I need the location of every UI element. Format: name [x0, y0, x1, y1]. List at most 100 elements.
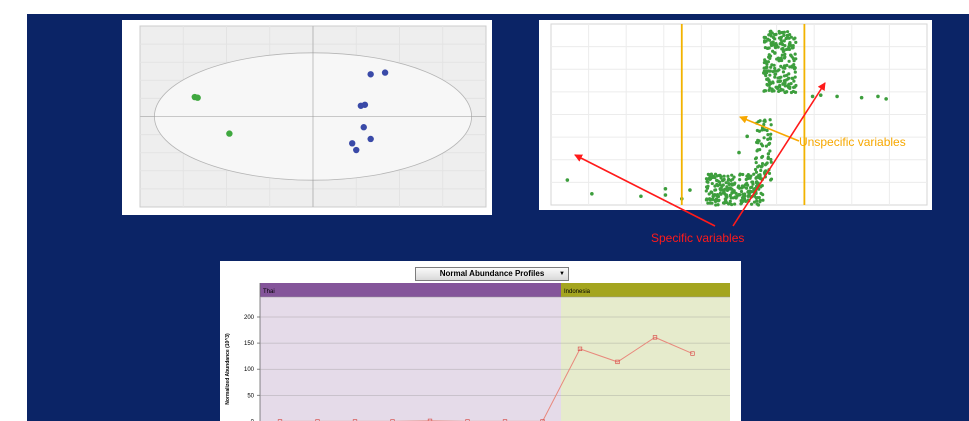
s-plot-point [710, 201, 714, 205]
s-plot-point [725, 186, 729, 191]
s-plot-point [786, 47, 791, 51]
s-plot-point [777, 36, 782, 40]
s-plot-point [755, 121, 759, 125]
s-plot-point [590, 191, 594, 196]
s-plot-point [782, 79, 786, 83]
group-label-thai: Thai [263, 289, 275, 295]
s-plot-point [758, 200, 762, 204]
s-plot-point [780, 30, 784, 35]
y-tick-label: 150 [244, 341, 255, 347]
s-plot-point [787, 36, 791, 40]
s-plot-point [710, 197, 715, 201]
s-plot-point [755, 202, 759, 206]
s-plot-point [755, 199, 759, 203]
s-plot-point [773, 51, 777, 55]
s-plot-point [767, 46, 771, 50]
s-plot-point [818, 93, 823, 97]
s-plot-point [761, 193, 765, 197]
s-plot-point [773, 37, 777, 41]
s-plot-point [739, 189, 744, 194]
s-plot-point [781, 88, 785, 92]
abundance-dropdown[interactable]: Normal Abundance Profiles ▼ [415, 267, 569, 281]
s-plot-point [768, 118, 772, 122]
abundance-point [652, 335, 658, 340]
s-plot-point [739, 202, 743, 206]
s-plot-point [724, 181, 728, 185]
s-plot-point [763, 58, 767, 62]
s-plot-point [767, 53, 771, 57]
s-plot-point [786, 77, 790, 81]
s-plot-point [749, 195, 753, 199]
s-plot-point [738, 177, 742, 182]
s-plot-point [780, 53, 784, 57]
abundance-point [540, 419, 545, 421]
s-plot-point [782, 30, 786, 34]
s-plot-point [753, 167, 758, 172]
s-plot-point [704, 189, 708, 193]
s-plot-point [773, 75, 777, 79]
s-plot-point [746, 173, 750, 177]
y-axis-label: Normalized Abundance (10^3) [225, 333, 231, 405]
s-plot-point [782, 48, 786, 53]
s-plot-point [768, 73, 772, 77]
s-plot-point [757, 187, 761, 191]
s-plot-point [884, 97, 888, 101]
s-plot-point [793, 90, 798, 94]
score-point-blue [353, 146, 360, 154]
s-plot-point [748, 185, 753, 190]
s-plot-point [765, 77, 769, 82]
s-plot-point [746, 183, 750, 187]
s-plot-point [778, 76, 782, 80]
s-plot-point [749, 202, 754, 206]
s-plot-point [718, 187, 722, 191]
s-plot-point [755, 195, 760, 200]
s-plot-point [753, 186, 757, 191]
s-plot-point [706, 180, 710, 184]
abundance-point [465, 419, 470, 421]
s-plot-point [778, 42, 782, 46]
s-plot-point [663, 186, 668, 191]
s-plot-point [761, 198, 765, 202]
s-plot-point [744, 199, 748, 203]
s-plot-point [780, 47, 784, 51]
s-plot-point [759, 168, 763, 173]
s-plot-point [777, 68, 781, 72]
s-plot-point [782, 33, 786, 38]
s-plot-point [717, 198, 721, 202]
s-plot-point [565, 178, 570, 182]
s-plot-point [713, 184, 717, 188]
s-plot-point [773, 66, 777, 71]
s-plot-point [778, 79, 783, 83]
abundance-line [280, 336, 693, 421]
s-plot-point [766, 60, 770, 64]
s-plot-point [764, 162, 768, 166]
s-plot-point [859, 95, 864, 100]
s-plot-point [790, 65, 794, 69]
s-plot-point [793, 75, 797, 79]
s-plot-point [724, 194, 728, 198]
s-plot-point [763, 45, 767, 50]
s-plot-point [759, 165, 763, 169]
s-plot-panel [539, 20, 932, 210]
y-tick-label: 100 [244, 367, 255, 373]
s-plot-point [745, 186, 749, 190]
s-plot-point [756, 138, 760, 142]
s-plot-point [773, 46, 778, 50]
s-plot-point [708, 173, 712, 177]
s-plot-point [783, 90, 787, 95]
s-plot-point [790, 55, 794, 59]
s-plot-point [760, 177, 764, 181]
s-plot-point [754, 170, 759, 174]
score-point-green [194, 94, 201, 101]
s-plot-point [771, 43, 776, 47]
abundance-point [315, 419, 320, 421]
s-plot-point [793, 52, 797, 56]
s-plot-point [741, 192, 745, 196]
s-plot-point [767, 80, 772, 84]
s-plot-point [793, 70, 797, 74]
s-plot-point [715, 193, 720, 197]
s-plot-point [757, 173, 761, 177]
s-plot-point [716, 203, 720, 207]
s-plot-point [754, 176, 758, 180]
slide-background: Normal Abundance Profiles ▼ Thai Indonesi… [27, 14, 969, 421]
